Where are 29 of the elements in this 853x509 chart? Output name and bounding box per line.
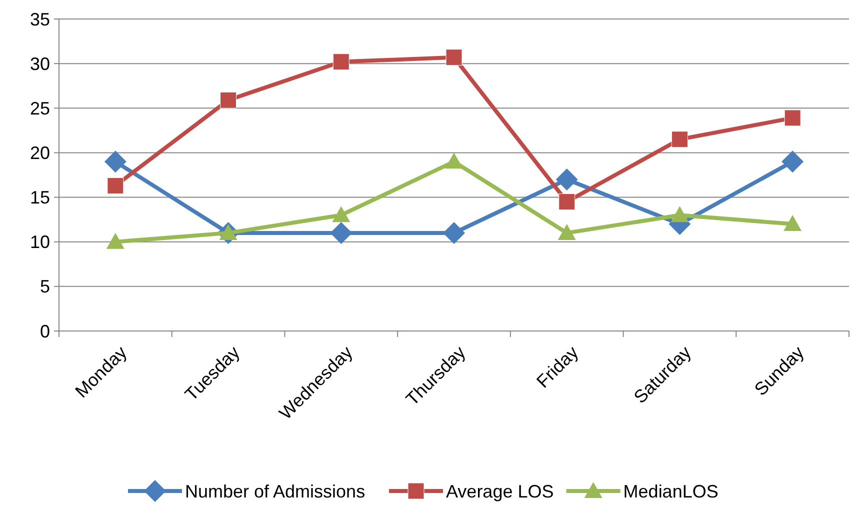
point xyxy=(443,222,465,244)
point xyxy=(782,150,804,173)
point xyxy=(104,150,126,173)
y-tick-label: 20 xyxy=(30,143,50,164)
point xyxy=(446,49,462,66)
y-tick-label: 35 xyxy=(30,9,50,30)
point xyxy=(784,215,802,232)
y-tick-label: 30 xyxy=(30,54,50,74)
legend-label: Number of Admissions xyxy=(185,481,366,502)
point xyxy=(556,168,578,190)
point xyxy=(220,92,237,108)
point xyxy=(332,54,350,70)
y-tick-label: 5 xyxy=(40,276,50,297)
legend-label: Average LOS xyxy=(446,481,554,502)
point xyxy=(332,206,350,222)
point xyxy=(330,222,352,244)
y-tick-label: 25 xyxy=(30,98,50,118)
point xyxy=(445,152,463,169)
point xyxy=(558,193,576,210)
point xyxy=(671,131,688,148)
point xyxy=(558,224,576,240)
point xyxy=(784,110,801,126)
y-tick-label: 15 xyxy=(30,188,50,208)
y-tick-label: 10 xyxy=(30,232,50,252)
point xyxy=(670,206,689,222)
y-tick-label: 0 xyxy=(40,321,50,342)
legend-label: MedianLOS xyxy=(623,481,718,502)
point xyxy=(107,177,124,194)
point xyxy=(106,232,124,249)
